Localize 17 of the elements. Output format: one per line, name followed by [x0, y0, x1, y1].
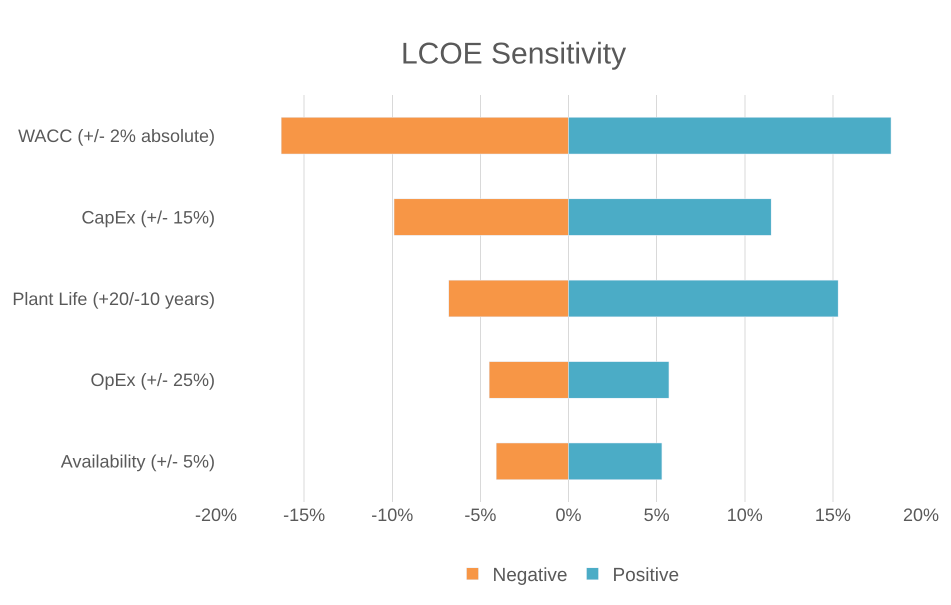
y-tick-label: OpEx (+/- 25%) [90, 370, 215, 390]
chart-title: LCOE Sensitivity [401, 37, 626, 70]
y-tick-label: Availability (+/- 5%) [60, 452, 215, 472]
x-tick-label: 5% [644, 505, 670, 525]
legend-label: Negative [492, 565, 568, 586]
y-tick-label: CapEx (+/- 15%) [81, 207, 215, 228]
y-tick-label: Plant Life (+20/-10 years) [12, 288, 215, 309]
x-tick-label: 15% [814, 505, 851, 525]
y-tick-label: WACC (+/- 2% absolute) [18, 126, 215, 146]
x-tick-label: -10% [371, 505, 414, 525]
x-tick-label: 0% [555, 505, 582, 525]
x-tick-label: -20% [194, 505, 238, 525]
x-tick-label: -15% [283, 505, 326, 525]
x-tick-label: 20% [902, 505, 940, 525]
x-tick-label: 10% [726, 505, 763, 525]
legend-label: Positive [612, 565, 680, 586]
x-tick-label: -5% [464, 505, 496, 525]
